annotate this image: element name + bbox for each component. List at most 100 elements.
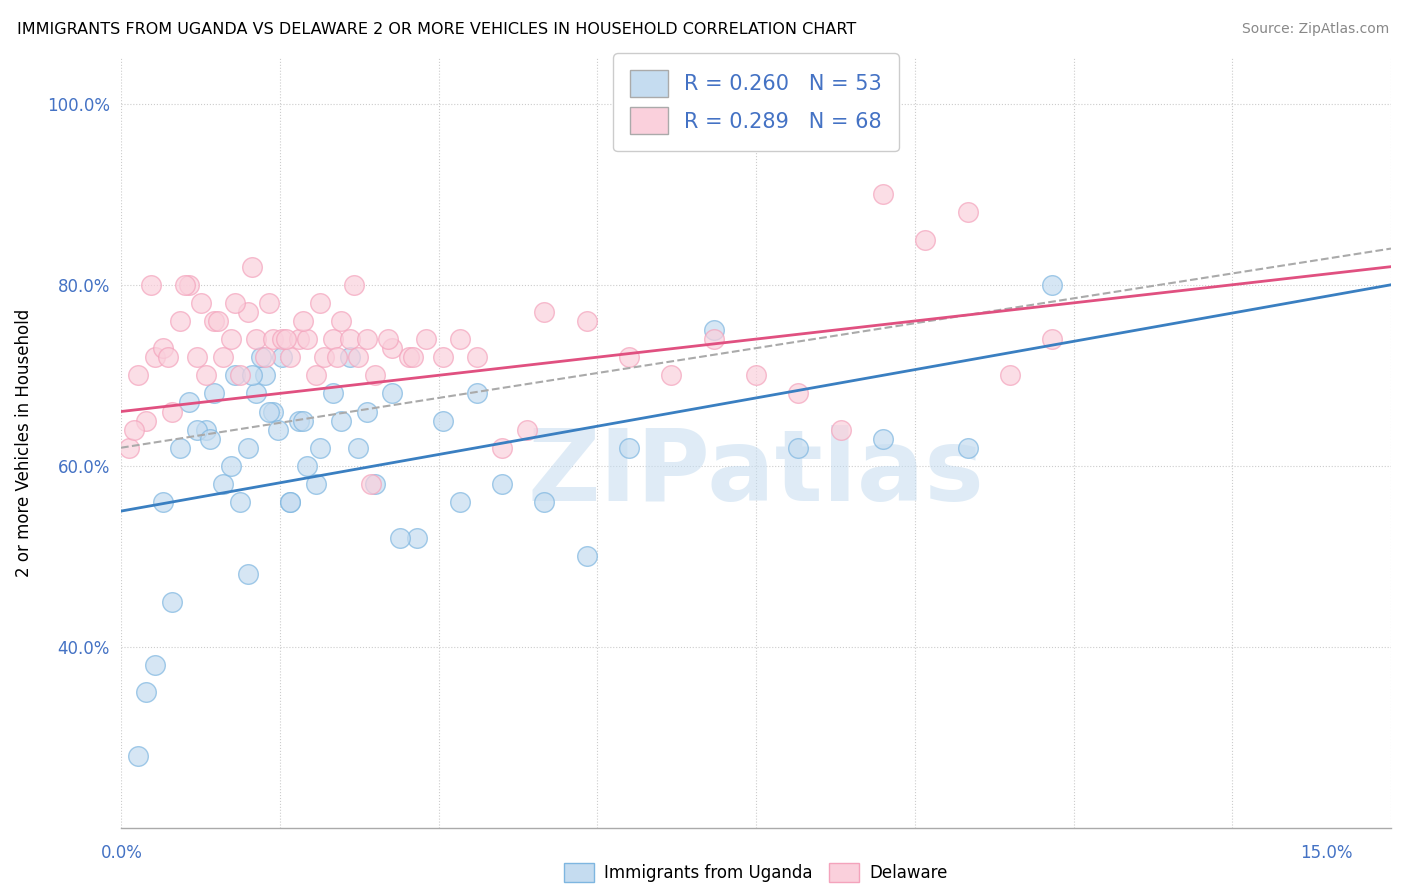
Point — [292, 413, 315, 427]
Point — [177, 395, 200, 409]
Point — [703, 332, 725, 346]
Point — [245, 332, 267, 346]
Text: ZIPatlas: ZIPatlas — [527, 425, 984, 523]
Point — [415, 332, 437, 346]
Point — [402, 350, 425, 364]
Point — [270, 350, 292, 364]
Point — [236, 567, 259, 582]
Point — [406, 531, 429, 545]
Point — [914, 233, 936, 247]
Point — [127, 748, 149, 763]
Point — [257, 296, 280, 310]
Point — [998, 368, 1021, 383]
Point — [309, 296, 332, 310]
Point — [339, 350, 361, 364]
Point — [703, 323, 725, 337]
Point — [160, 404, 183, 418]
Point — [356, 404, 378, 418]
Point — [314, 350, 336, 364]
Point — [228, 368, 250, 383]
Point — [533, 495, 555, 509]
Point — [617, 350, 640, 364]
Point — [177, 277, 200, 292]
Point — [533, 305, 555, 319]
Point — [398, 350, 420, 364]
Point — [330, 413, 353, 427]
Point — [343, 277, 366, 292]
Point — [278, 350, 301, 364]
Point — [347, 441, 370, 455]
Point — [135, 685, 157, 699]
Point — [160, 594, 183, 608]
Point — [202, 386, 225, 401]
Point — [288, 413, 311, 427]
Point — [330, 314, 353, 328]
Point — [432, 413, 454, 427]
Point — [156, 350, 179, 364]
Text: IMMIGRANTS FROM UGANDA VS DELAWARE 2 OR MORE VEHICLES IN HOUSEHOLD CORRELATION C: IMMIGRANTS FROM UGANDA VS DELAWARE 2 OR … — [17, 22, 856, 37]
Point — [326, 350, 349, 364]
Point — [575, 549, 598, 564]
Point — [253, 368, 276, 383]
Point — [118, 441, 141, 455]
Point — [169, 441, 191, 455]
Point — [305, 368, 328, 383]
Point — [364, 477, 387, 491]
Point — [270, 332, 292, 346]
Point — [322, 332, 344, 346]
Point — [262, 404, 284, 418]
Legend: R = 0.260   N = 53, R = 0.289   N = 68: R = 0.260 N = 53, R = 0.289 N = 68 — [613, 54, 898, 151]
Point — [186, 423, 208, 437]
Point — [491, 441, 513, 455]
Point — [745, 368, 768, 383]
Point — [381, 341, 404, 355]
Point — [245, 386, 267, 401]
Point — [236, 305, 259, 319]
Point — [173, 277, 195, 292]
Point — [224, 296, 246, 310]
Point — [194, 423, 217, 437]
Y-axis label: 2 or more Vehicles in Household: 2 or more Vehicles in Household — [15, 309, 32, 577]
Point — [389, 531, 412, 545]
Point — [381, 386, 404, 401]
Point — [491, 477, 513, 491]
Point — [465, 350, 488, 364]
Point — [617, 441, 640, 455]
Point — [297, 332, 319, 346]
Point — [956, 441, 979, 455]
Point — [872, 432, 894, 446]
Point — [211, 477, 233, 491]
Point — [516, 423, 538, 437]
Point — [249, 350, 271, 364]
Point — [1040, 277, 1063, 292]
Point — [143, 350, 166, 364]
Point — [575, 314, 598, 328]
Point — [449, 332, 471, 346]
Point — [322, 386, 344, 401]
Point — [288, 332, 311, 346]
Point — [236, 441, 259, 455]
Point — [228, 495, 250, 509]
Point — [219, 458, 242, 473]
Point — [211, 350, 233, 364]
Point — [377, 332, 399, 346]
Point — [278, 495, 301, 509]
Point — [309, 441, 332, 455]
Point — [127, 368, 149, 383]
Text: 15.0%: 15.0% — [1301, 844, 1353, 862]
Point — [465, 386, 488, 401]
Point — [274, 332, 297, 346]
Point — [224, 368, 246, 383]
Point — [143, 658, 166, 673]
Point — [292, 314, 315, 328]
Point — [830, 423, 852, 437]
Point — [186, 350, 208, 364]
Point — [240, 368, 263, 383]
Point — [956, 205, 979, 219]
Point — [1040, 332, 1063, 346]
Text: 0.0%: 0.0% — [101, 844, 143, 862]
Point — [198, 432, 221, 446]
Point — [139, 277, 162, 292]
Point — [364, 368, 387, 383]
Point — [339, 332, 361, 346]
